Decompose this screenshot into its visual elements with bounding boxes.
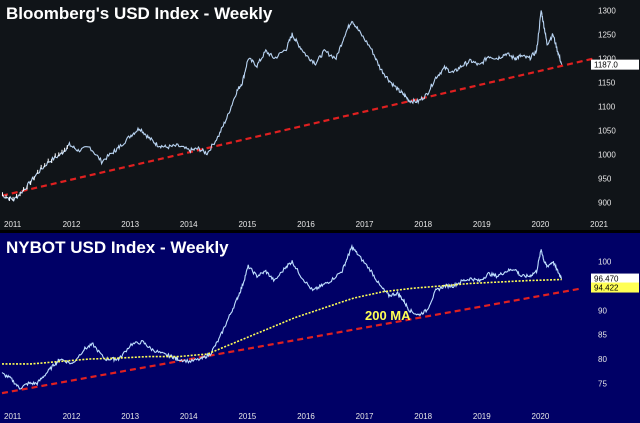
price-bar: [64, 147, 66, 152]
x-tick-label: 2013: [121, 220, 139, 229]
x-tick-label: 2012: [63, 412, 81, 421]
chart-title: Bloomberg's USD Index - Weekly: [6, 4, 273, 23]
price-bar: [16, 193, 18, 198]
panel-background: [0, 233, 640, 423]
x-tick-label: 2014: [180, 412, 198, 421]
price-bar: [23, 187, 25, 192]
x-tick-label: 2018: [414, 412, 432, 421]
x-tick-label: 2016: [297, 220, 315, 229]
price-bar: [66, 145, 68, 150]
y-tick-label: 1250: [598, 30, 616, 39]
y-tick-label: 85: [598, 331, 607, 340]
price-bar: [47, 158, 49, 163]
y-tick-label: 75: [598, 379, 607, 388]
price-bar: [40, 164, 42, 169]
x-tick-label: 2020: [532, 220, 550, 229]
y-tick-label: 1200: [598, 54, 616, 63]
price-bar: [44, 163, 46, 168]
price-bar: [9, 196, 11, 201]
price-bar: [58, 152, 60, 157]
x-tick-label: 2013: [121, 412, 139, 421]
y-tick-label: 1100: [598, 102, 616, 111]
last-value-tag: [591, 59, 639, 70]
y-tick-label: 1050: [598, 126, 616, 135]
price-bar: [26, 185, 28, 190]
nybot-usd-panel: NYBOT USD Index - Weekly 7580859095100 2…: [0, 233, 640, 423]
last-value-text: 1187.0: [594, 61, 618, 70]
x-tick-label: 2015: [238, 220, 256, 229]
last-value-tag: [591, 273, 639, 284]
price-bar: [19, 192, 21, 197]
x-tick-label: 2017: [356, 412, 374, 421]
trendline: [1, 57, 595, 197]
x-tick-label: 2016: [297, 412, 315, 421]
ma-value-tag: [591, 282, 639, 293]
y-tick-label: 1000: [598, 150, 616, 159]
price-bar: [51, 158, 53, 163]
plot-area: [1, 10, 595, 202]
price-bar: [54, 153, 56, 158]
y-tick-label: 950: [598, 174, 612, 183]
bloomberg-usd-panel: Bloomberg's USD Index - Weekly 900 950 100…: [0, 0, 640, 230]
y-tick-label: 100: [598, 258, 612, 267]
price-bar: [37, 169, 39, 174]
value-tags: 1187.0: [591, 59, 639, 70]
panel-background: [0, 0, 640, 230]
price-bar: [33, 176, 35, 181]
moving-average-line: [2, 278, 562, 365]
x-tick-label: 2011: [4, 220, 22, 229]
y-tick-label: 80: [598, 355, 607, 364]
x-axis-ticks: 2011 2012 2013 2014 2015 2016 2017 2018 2019 2020: [4, 412, 550, 421]
x-tick-label: 2015: [238, 412, 256, 421]
price-line: [1, 10, 563, 202]
plot-area: [1, 243, 583, 395]
trendline: [1, 287, 583, 395]
last-value-text: 96.470: [594, 275, 619, 284]
y-axis-ticks: 900 950 1000 1050 1100 1150 1200 1250 1300: [598, 6, 616, 207]
price-line: [1, 243, 563, 390]
x-tick-label: 2012: [63, 220, 81, 229]
price-bar: [2, 192, 3, 197]
x-tick-label: 2021: [590, 220, 608, 229]
x-tick-label: 2020: [532, 412, 550, 421]
ma-annotation-label: 200 MA: [365, 308, 411, 323]
x-tick-label: 2019: [473, 220, 491, 229]
price-bar: [12, 196, 14, 201]
x-tick-label: 2017: [356, 220, 374, 229]
price-bar: [5, 194, 7, 199]
x-tick-label: 2014: [180, 220, 198, 229]
y-tick-label: 900: [598, 198, 612, 207]
price-bar: [30, 180, 32, 185]
y-tick-label: 90: [598, 306, 607, 315]
price-bar: [61, 149, 63, 154]
ma-value-text: 94.422: [594, 284, 619, 293]
x-tick-label: 2011: [4, 412, 22, 421]
chart-title: NYBOT USD Index - Weekly: [6, 238, 229, 257]
x-tick-label: 2019: [473, 412, 491, 421]
x-axis-ticks: 2011 2012 2013 2014 2015 2016 2017 2018 2019 2020…: [4, 220, 608, 229]
y-tick-label: 1300: [598, 6, 616, 15]
x-tick-label: 2018: [414, 220, 432, 229]
y-tick-label: 1150: [598, 78, 616, 87]
